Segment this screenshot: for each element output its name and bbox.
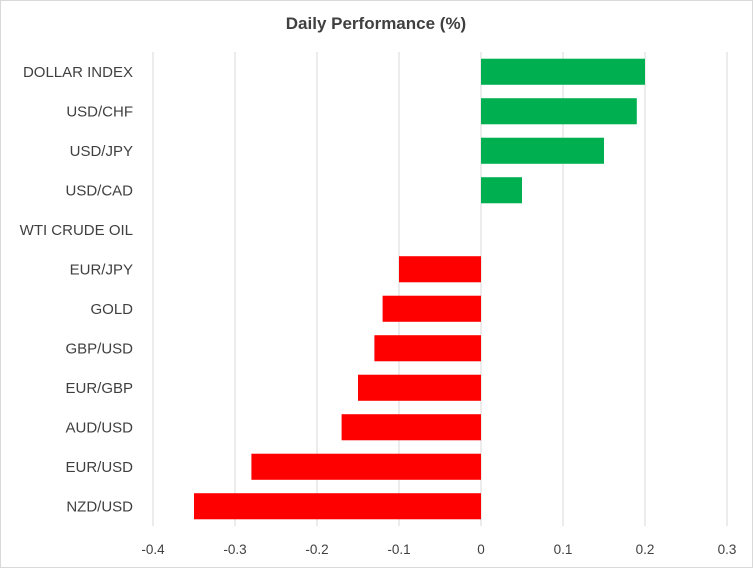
- bar: [382, 295, 481, 322]
- category-labels: DOLLAR INDEX USD/CHF USD/JPY USD/CAD WTI CRU…: [20, 64, 134, 516]
- category-label: DOLLAR INDEX: [23, 64, 133, 81]
- bar: [481, 98, 637, 125]
- x-tick-label: -0.3: [223, 542, 246, 557]
- category-label: AUD/USD: [65, 419, 133, 436]
- category-label: EUR/USD: [65, 459, 133, 476]
- gridlines: [152, 52, 728, 526]
- bar: [341, 414, 481, 441]
- category-label: NZD/USD: [66, 498, 133, 515]
- bar: [399, 256, 481, 283]
- bar: [481, 58, 645, 85]
- x-tick-labels: -0.4 -0.3 -0.2 -0.1 0 0.1 0.2 0.3: [141, 542, 736, 557]
- x-tick-label: -0.1: [387, 542, 410, 557]
- category-label: GBP/USD: [65, 340, 133, 357]
- bar: [358, 374, 481, 401]
- bars: [194, 58, 645, 520]
- bar: [251, 453, 481, 480]
- category-label: GOLD: [90, 301, 133, 318]
- category-label: USD/CAD: [65, 182, 133, 199]
- bar: [194, 493, 481, 520]
- category-label: EUR/JPY: [70, 261, 133, 278]
- bar: [481, 177, 522, 204]
- x-tick-label: 0: [477, 542, 485, 557]
- x-tick-label: -0.2: [305, 542, 328, 557]
- category-label: WTI CRUDE OIL: [20, 222, 133, 239]
- x-tick-label: 0.2: [636, 542, 655, 557]
- category-label: EUR/GBP: [65, 380, 133, 397]
- x-tick-label: -0.4: [141, 542, 165, 557]
- chart-title: Daily Performance (%): [286, 14, 466, 33]
- x-tick-label: 0.3: [718, 542, 737, 557]
- x-tick-label: 0.1: [554, 542, 573, 557]
- category-label: USD/CHF: [66, 103, 133, 120]
- category-label: USD/JPY: [70, 143, 133, 160]
- bar: [481, 137, 604, 164]
- bar: [374, 335, 481, 362]
